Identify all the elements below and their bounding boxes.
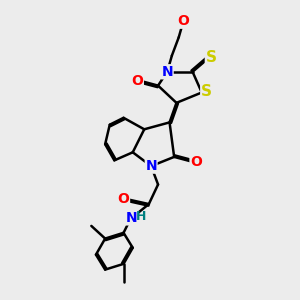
Text: O: O [118,193,130,206]
Text: O: O [131,74,143,88]
Text: N: N [126,211,137,225]
Text: S: S [206,50,217,65]
Text: H: H [136,210,146,223]
Text: O: O [190,154,202,169]
Text: O: O [177,14,189,28]
Text: S: S [201,84,212,99]
Text: N: N [145,159,157,173]
Text: N: N [161,65,173,79]
